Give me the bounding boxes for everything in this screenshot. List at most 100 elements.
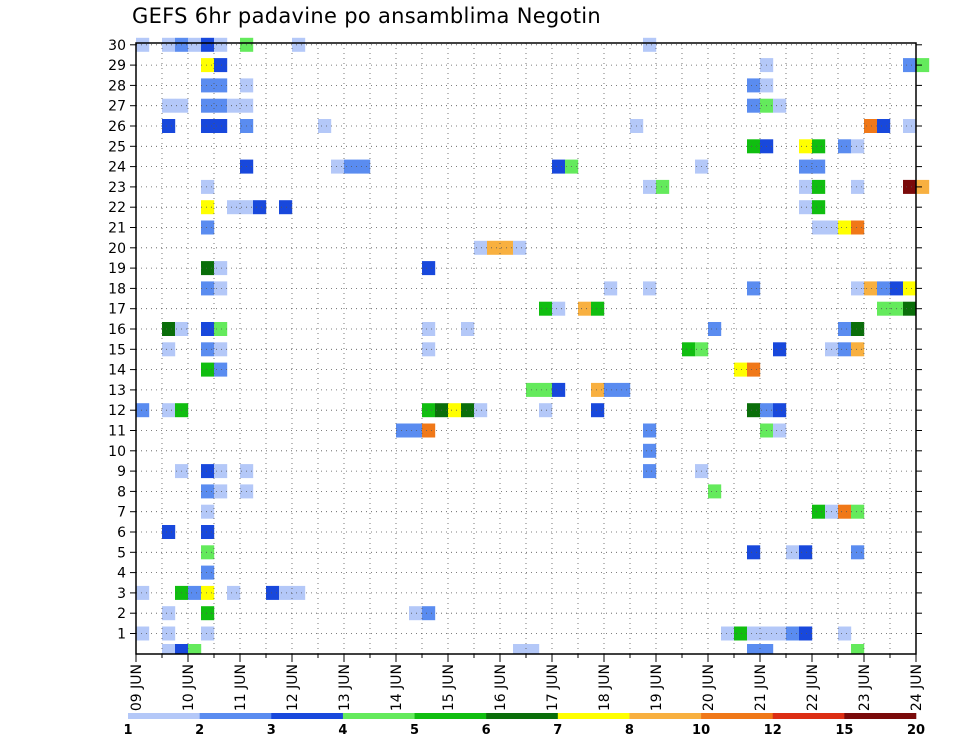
heatmap-cell <box>799 139 813 154</box>
heatmap-cell <box>266 585 280 600</box>
colorbar-segment <box>342 713 415 719</box>
heatmap-cell <box>526 644 540 654</box>
colorbar-segment <box>414 713 487 719</box>
heatmap-cell <box>409 423 423 438</box>
heatmap-cell <box>812 220 826 235</box>
heatmap-cell <box>656 179 670 194</box>
heatmap-cell <box>799 159 813 174</box>
heatmap-cell <box>461 322 475 336</box>
heatmap-cell <box>409 606 423 621</box>
heatmap-cell <box>292 585 306 600</box>
colorbar-segment <box>271 713 344 719</box>
heatmap-cell <box>539 382 553 397</box>
heatmap-cell <box>903 301 917 316</box>
y-tick-label: 28 <box>108 78 126 94</box>
heatmap-cell <box>747 545 761 560</box>
heatmap-cell <box>773 98 787 113</box>
y-tick-label: 20 <box>108 241 126 257</box>
heatmap-cell <box>448 403 462 418</box>
heatmap-cell <box>903 179 917 194</box>
heatmap-cell <box>201 37 215 52</box>
colorbar-segment <box>772 713 845 719</box>
heatmap-cell <box>539 301 553 316</box>
heatmap-cell <box>201 606 215 621</box>
heatmap-cell <box>799 626 813 641</box>
heatmap-cell <box>708 322 722 336</box>
heatmap-cell <box>903 58 917 73</box>
y-tick-label: 5 <box>117 545 126 561</box>
heatmap-cell <box>214 362 228 377</box>
y-tick-label: 22 <box>108 200 126 216</box>
heatmap-cell <box>851 220 865 235</box>
heatmap-cell <box>318 119 332 133</box>
colorbar-label: 8 <box>625 723 634 738</box>
heatmap-cell <box>214 58 228 73</box>
heatmap-cell <box>188 644 202 654</box>
heatmap-cell <box>552 301 566 316</box>
heatmap-cell <box>682 342 696 357</box>
y-tick-label: 17 <box>108 302 126 318</box>
heatmap-cell <box>214 484 228 499</box>
colorbar-segment <box>844 713 917 719</box>
heatmap-cell <box>201 484 215 499</box>
y-tick-label: 16 <box>108 322 126 338</box>
heatmap-cell <box>552 382 566 397</box>
heatmap-cell <box>214 322 228 336</box>
y-tick-label: 30 <box>108 38 126 54</box>
colorbar-label: 12 <box>764 723 782 738</box>
heatmap-cell <box>396 423 410 438</box>
heatmap-cell <box>812 159 826 174</box>
colorbar-label: 5 <box>410 723 419 738</box>
x-tick-label: 14 JUN <box>389 664 405 711</box>
y-tick-label: 25 <box>108 139 126 155</box>
heatmap-cell <box>279 585 293 600</box>
x-tick-label: 21 JUN <box>753 664 769 711</box>
colorbar-segment <box>557 713 630 719</box>
heatmap-cell <box>487 240 501 255</box>
heatmap-cell <box>227 98 241 113</box>
y-tick-label: 12 <box>108 403 126 419</box>
heatmap-cell <box>201 362 215 377</box>
colorbar-segment <box>701 713 774 719</box>
heatmap-cell <box>162 606 176 621</box>
y-tick-label: 3 <box>117 586 126 602</box>
y-tick-label: 23 <box>108 180 126 196</box>
heatmap-cell <box>799 179 813 194</box>
heatmap-cell <box>747 139 761 154</box>
heatmap-cell <box>643 37 657 52</box>
heatmap-cell <box>201 464 215 479</box>
heatmap-cell <box>214 78 228 93</box>
x-tick-label: 11 JUN <box>233 664 249 711</box>
heatmap-cell <box>227 585 241 600</box>
heatmap-cell <box>838 626 852 641</box>
heatmap-cell <box>708 484 722 499</box>
y-tick-label: 21 <box>108 221 126 237</box>
heatmap-cell <box>903 281 917 296</box>
heatmap-cell <box>838 322 852 336</box>
heatmap-cell <box>851 281 865 296</box>
heatmap-cell <box>812 179 826 194</box>
y-tick-label: 8 <box>117 484 126 500</box>
heatmap-cell <box>734 362 748 377</box>
y-tick-label: 19 <box>108 261 126 277</box>
heatmap-cell <box>175 644 189 654</box>
colorbar-label: 10 <box>692 723 710 738</box>
heatmap-cell <box>162 403 176 418</box>
heatmap-cell <box>760 644 774 654</box>
heatmap-cell <box>162 626 176 641</box>
heatmap-cell <box>747 626 761 641</box>
heatmap-cell <box>877 281 891 296</box>
x-tick-label: 24 JUN <box>909 664 925 711</box>
y-tick-label: 1 <box>117 627 126 643</box>
colorbar-label: 15 <box>835 723 853 738</box>
heatmap-cell <box>201 58 215 73</box>
heatmap-cell <box>201 342 215 357</box>
heatmap-cell <box>201 281 215 296</box>
y-tick-label: 9 <box>117 464 126 480</box>
x-tick-label: 18 JUN <box>597 664 613 711</box>
colorbar-label: 3 <box>267 723 276 738</box>
y-tick-label: 24 <box>108 160 126 176</box>
heatmap-cell <box>162 37 176 52</box>
heatmap-cell <box>201 200 215 215</box>
x-tick-label: 19 JUN <box>649 664 665 711</box>
